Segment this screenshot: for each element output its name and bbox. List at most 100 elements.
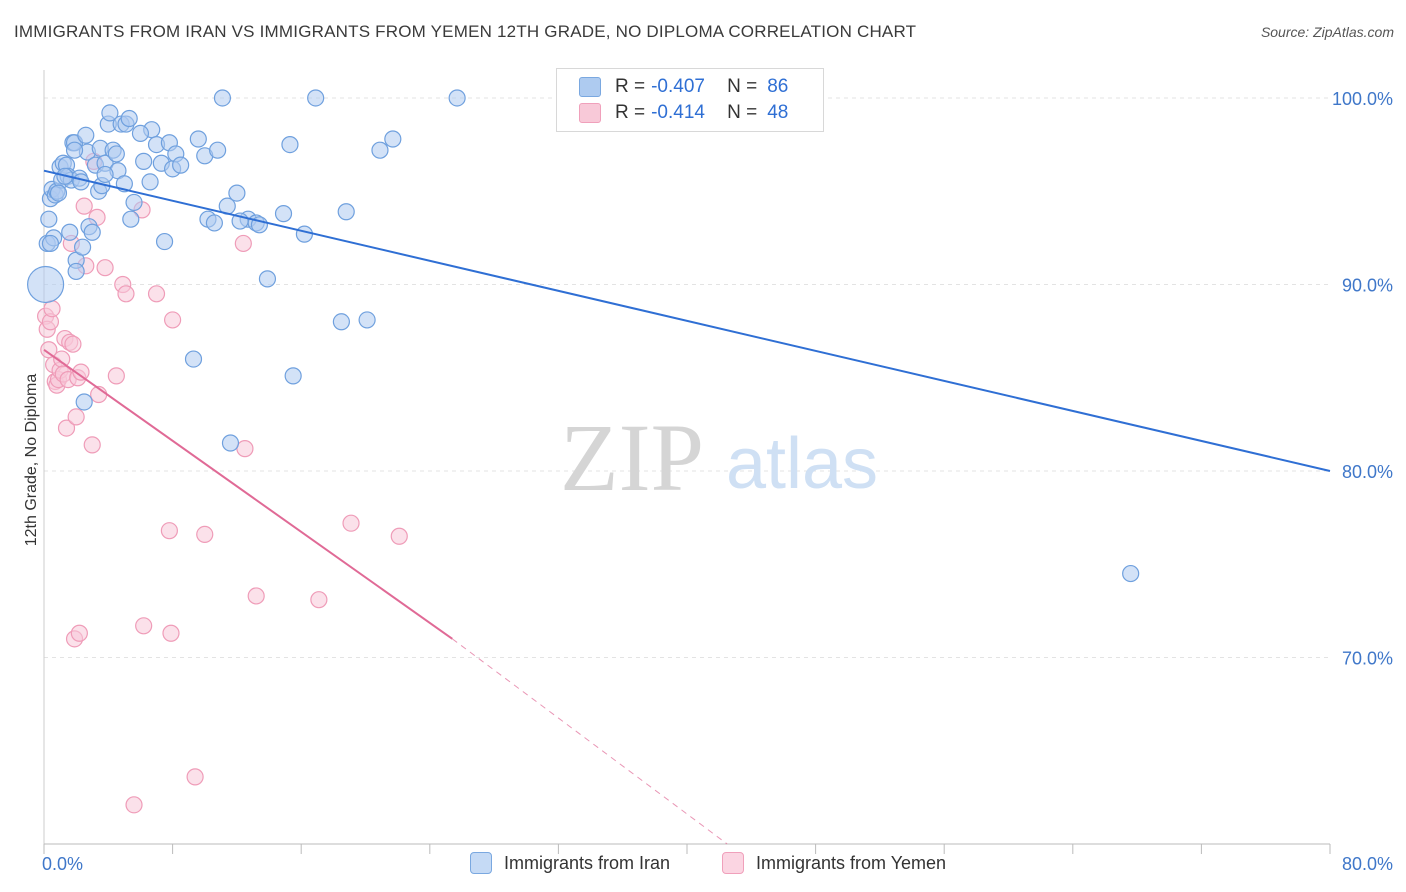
chart-source: Source: ZipAtlas.com [1260,24,1394,40]
iran-point [274,205,293,223]
iran-point [358,311,376,329]
watermark-zip: ZIP [560,404,704,511]
iran-point [295,225,314,243]
iran-point [209,141,227,159]
yemen-point [342,514,360,532]
yemen-point [67,408,85,426]
iran-point [96,165,114,184]
yemen-point [64,335,82,353]
iran-point [155,232,174,251]
yemen-point [310,591,328,609]
tick-labels: 100.0% 90.0% 80.0% 70.0% 0.0% 80.0% [42,89,1393,874]
legend-swatch-yemen [579,103,601,123]
iran-point [135,152,153,170]
iran-point [61,223,79,241]
y-tick-label: 90.0% [1342,275,1393,295]
iran-point [258,270,277,288]
legend-r-label: R = [615,76,646,97]
iran-point [40,210,58,228]
legend-r-label: R = [615,102,646,123]
x-tick-label: 0.0% [42,854,83,874]
yemen-point [83,436,101,454]
iran-point [337,203,355,221]
legend-label-yemen: Immigrants from Yemen [756,852,947,873]
iran-series [27,89,1140,583]
iran-point [67,262,85,281]
legend-r-value-yemen: -0.414 [651,102,705,123]
iran-point [172,156,190,174]
iran-point [122,210,140,228]
iran-point [83,223,101,241]
trend-lines [43,169,1331,845]
iran-point [41,234,60,253]
legend-n-label: N = [727,76,758,97]
yemen-point [162,624,180,642]
yemen-point [75,197,93,215]
iran-trend-line [43,169,1331,472]
iran-point [107,145,125,163]
legend-swatch-iran [579,77,601,97]
watermark-atlas: atlas [726,424,878,504]
yemen-point [236,440,254,458]
iran-point [228,184,246,202]
legend-label-iran: Immigrants from Iran [504,852,671,873]
iran-point [213,89,232,107]
iran-point [49,184,68,202]
iran-point [131,124,150,143]
legend-marker-iran [470,852,492,874]
correlation-legend: R = -0.407 N = 86 R = -0.414 N = 48 [556,68,824,132]
yemen-point [196,525,214,544]
chart-title: IMMIGRANTS FROM IRAN VS IMMIGRANTS FROM … [14,22,917,41]
yemen-point [96,259,114,277]
legend-row-yemen: R = -0.414 N = 48 [579,101,788,125]
yemen-point [147,285,166,303]
iran-point [77,126,95,144]
legend-n-value-iran: 86 [767,76,789,97]
yemen-point [135,617,153,635]
iran-point [221,434,240,452]
iran-point [141,173,159,191]
legend-row-iran: R = -0.407 N = 86 [579,75,788,99]
iran-point [384,130,402,148]
yemen-point [234,234,252,253]
iran-point [332,313,350,331]
yemen-series [37,152,408,814]
iran-point [73,238,92,256]
iran-point [27,265,65,304]
yemen-point [43,300,61,318]
y-tick-label: 70.0% [1342,648,1393,668]
yemen-point [186,768,204,786]
legend-item-yemen[interactable]: Immigrants from Yemen [722,852,946,874]
yemen-trend-extension [452,638,728,845]
yemen-point [160,522,178,540]
yemen-point [72,363,90,381]
iran-point [101,104,119,122]
legend-n-label: N = [727,102,758,123]
iran-point [1122,564,1140,583]
series-legend: Immigrants from Iran Immigrants from Yem… [0,850,1406,878]
iran-point [72,173,90,191]
iran-point [448,89,466,107]
iran-point [189,130,207,148]
iran-point [120,109,138,128]
yemen-trend-line [43,348,453,640]
iran-point [281,136,299,154]
yemen-point [70,624,88,642]
iran-point [205,214,223,232]
yemen-point [57,419,76,437]
yemen-point [390,527,408,545]
legend-n-value-yemen: 48 [767,102,789,123]
yemen-point [164,311,182,329]
legend-item-iran[interactable]: Immigrants from Iran [470,852,670,874]
yemen-point [107,367,125,385]
iran-point [184,350,203,368]
x-tick-label: 80.0% [1342,854,1393,874]
iran-point [284,367,302,385]
iran-point [75,393,93,411]
iran-point [307,89,325,107]
legend-r-value-iran: -0.407 [651,76,705,97]
y-tick-label: 100.0% [1332,89,1393,109]
iran-point [371,141,389,159]
legend-marker-yemen [722,852,744,874]
